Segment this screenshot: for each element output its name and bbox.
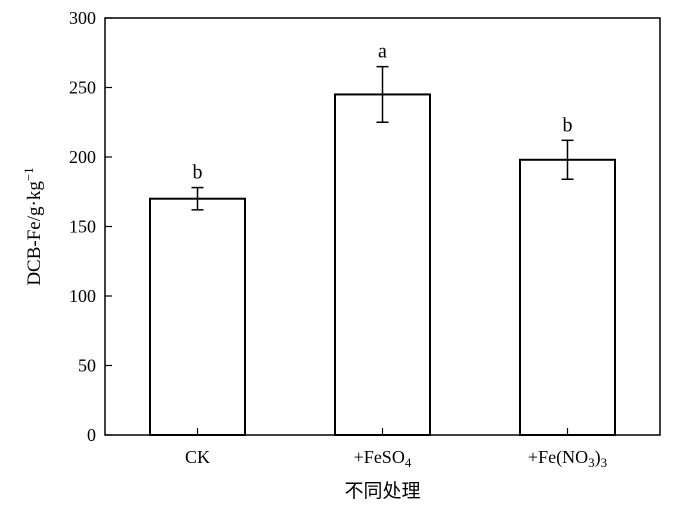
- y-tick-label: 0: [87, 425, 96, 445]
- y-axis-title: DCB-Fe/g·kg−1: [21, 167, 45, 285]
- significance-label: b: [193, 162, 203, 184]
- x-category-label: CK: [185, 447, 210, 467]
- x-axis-title: 不同处理: [344, 480, 420, 502]
- y-tick-label: 150: [69, 217, 96, 237]
- x-category-label: +Fe(NO3)3: [528, 447, 607, 470]
- y-tick-label: 200: [69, 147, 96, 167]
- y-tick-label: 100: [69, 286, 96, 306]
- bar: [149, 197, 246, 436]
- x-axis-category-labels: CK +FeSO4 +Fe(NO3)3: [185, 447, 607, 470]
- y-tick-label: 250: [69, 78, 96, 98]
- significance-labels: b a b: [193, 41, 573, 184]
- significance-label: a: [378, 41, 387, 63]
- y-axis-ticks: 0 50 100 150 200 250 300: [69, 8, 112, 445]
- bar: [334, 93, 431, 436]
- bars: [149, 93, 616, 436]
- bar: [519, 158, 616, 436]
- significance-label: b: [563, 114, 573, 136]
- y-tick-label: 300: [69, 8, 96, 28]
- x-category-label: +FeSO4: [354, 447, 412, 470]
- error-bars: [191, 65, 574, 211]
- y-tick-label: 50: [78, 356, 96, 376]
